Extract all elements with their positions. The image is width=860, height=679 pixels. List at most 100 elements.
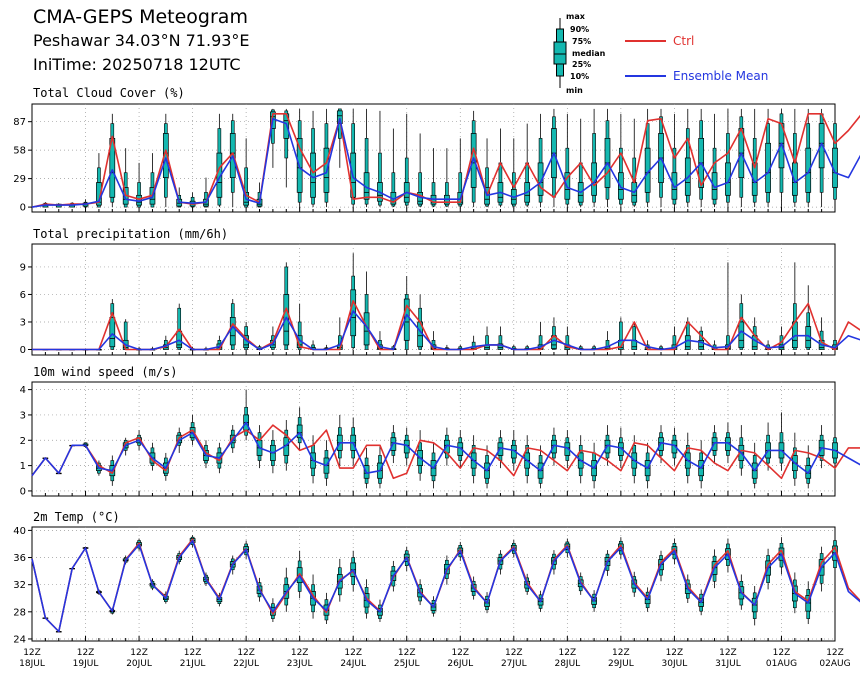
upper-tail	[150, 447, 155, 454]
lower-tail	[458, 455, 463, 461]
upper-tail	[244, 167, 248, 193]
legend-max: max	[566, 12, 586, 21]
iqr-box	[738, 321, 745, 349]
lower-tail	[645, 603, 650, 609]
upper-tail	[230, 558, 235, 562]
upper-tail	[471, 120, 476, 134]
x-hour-label: 12Z	[559, 648, 577, 658]
upper-tail	[404, 550, 409, 555]
upper-tail	[739, 116, 744, 129]
cloud-box-20	[296, 108, 303, 208]
lower-tail	[498, 201, 503, 206]
lower-tail	[324, 472, 329, 479]
temp-mean-line	[31, 539, 860, 633]
lower-tail	[150, 203, 155, 208]
cloud-box-59	[818, 108, 825, 208]
upper-tail	[123, 172, 128, 188]
upper-tail	[391, 432, 396, 439]
upper-tail	[190, 422, 195, 428]
lower-tail	[525, 587, 529, 592]
upper-tail	[311, 128, 315, 154]
x-date-label: 23JUL	[287, 659, 313, 669]
wind-box-20	[296, 407, 303, 451]
upper-tail	[632, 326, 637, 341]
upper-tail	[431, 452, 436, 461]
cloud-box-23	[336, 108, 343, 168]
upper-tail	[752, 138, 757, 164]
upper-tail	[819, 553, 824, 560]
upper-tail	[230, 303, 235, 318]
x-date-label: 19JUL	[73, 659, 99, 669]
temp-ytick-label: 28	[13, 607, 26, 618]
lower-tail	[378, 614, 382, 619]
lower-tail	[391, 450, 396, 456]
lower-tail	[752, 195, 757, 203]
cloud-box-51	[711, 113, 718, 208]
upper-tail	[217, 128, 222, 154]
upper-tail	[458, 545, 463, 549]
iqr-box	[283, 294, 290, 346]
temp-ytick-label: 24	[13, 634, 26, 645]
lower-tail	[779, 457, 784, 464]
x-hour-label: 12Z	[130, 648, 148, 658]
lower-tail	[538, 604, 543, 609]
precip-ctrl-line	[32, 300, 860, 351]
x-hour-label: 12Z	[612, 648, 630, 658]
lower-tail	[364, 477, 369, 484]
lower-tail	[217, 462, 222, 469]
cloud-box-38	[537, 113, 544, 208]
upper-tail	[752, 455, 757, 464]
upper-tail	[445, 182, 449, 196]
upper-tail	[351, 275, 356, 291]
cloud-box-60	[832, 108, 838, 208]
lower-tail	[592, 604, 596, 609]
temp-panel: 2m Temp (°C) 24 28 32 36 40	[13, 510, 860, 645]
lower-tail	[552, 177, 556, 198]
upper-tail	[712, 147, 717, 174]
lower-tail	[297, 192, 302, 203]
upper-tail	[338, 567, 342, 575]
upper-tail	[230, 120, 235, 134]
lower-tail	[766, 574, 770, 583]
cloud-box-52	[725, 108, 731, 208]
upper-tail	[619, 540, 623, 545]
lower-tail	[230, 177, 235, 193]
location-label: Peshawar 34.03°N 71.93°E	[33, 31, 250, 50]
upper-tail	[538, 138, 543, 164]
lower-tail	[766, 192, 770, 203]
precip-box-53	[738, 294, 745, 350]
precip-mean-line	[32, 310, 860, 351]
lower-tail	[739, 460, 744, 469]
upper-tail	[137, 182, 141, 196]
lower-tail	[793, 470, 797, 479]
upper-tail	[672, 147, 677, 174]
lower-tail	[672, 198, 677, 205]
iqr-box	[725, 162, 731, 196]
upper-tail	[244, 543, 248, 547]
lower-tail	[297, 582, 302, 592]
lower-tail	[418, 596, 422, 602]
upper-tail	[565, 437, 570, 444]
cloud-box-10	[162, 113, 169, 208]
iqr-box	[671, 439, 678, 454]
lower-tail	[766, 457, 770, 464]
lower-tail	[645, 475, 650, 482]
x-hour-label: 12Z	[291, 648, 309, 658]
wind-title: 10m wind speed (m/s)	[33, 365, 178, 379]
upper-tail	[351, 557, 356, 564]
upper-tail	[324, 123, 329, 149]
lower-tail	[619, 198, 623, 205]
upper-tail	[351, 123, 356, 154]
lower-tail	[632, 467, 637, 477]
precip-ytick-label: 0	[20, 345, 26, 356]
upper-tail	[699, 452, 703, 461]
wind-box-24	[350, 417, 357, 466]
lower-tail	[712, 450, 717, 456]
cloud-box-40	[564, 113, 571, 208]
upper-tail	[739, 580, 744, 588]
legend-ctrl-label: Ctrl	[673, 34, 694, 48]
lower-tail	[271, 128, 275, 144]
precip-box-58	[805, 285, 812, 350]
legend-p90: 90%	[570, 25, 589, 34]
lower-tail	[431, 610, 436, 614]
